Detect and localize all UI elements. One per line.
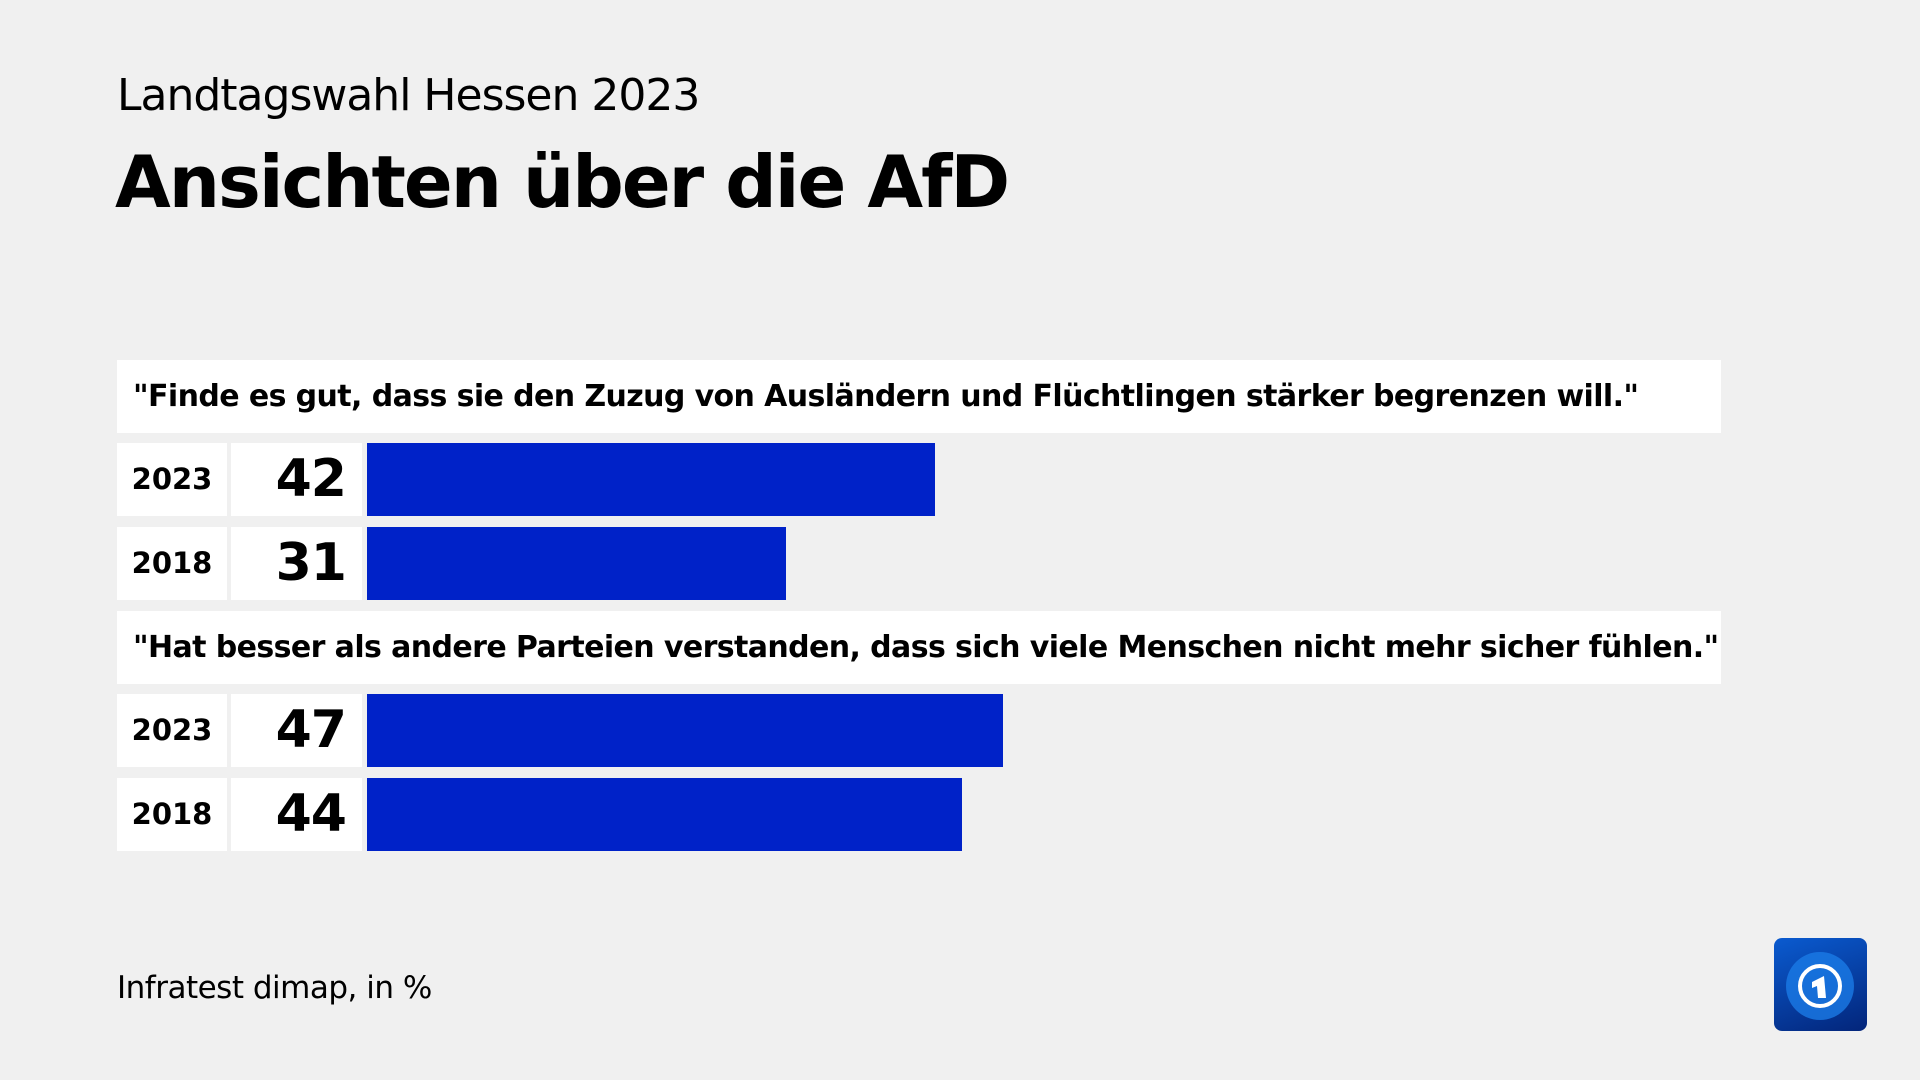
value-label: 47 [231, 694, 362, 767]
bar [367, 778, 963, 851]
value-label: 42 [231, 443, 362, 516]
question-label: "Finde es gut, dass sie den Zuzug von Au… [117, 360, 1721, 433]
year-label: 2023 [117, 443, 227, 516]
bar [367, 694, 1003, 767]
value-label: 31 [231, 527, 362, 600]
chart-subtitle: Landtagswahl Hessen 2023 [117, 70, 700, 121]
value-label: 44 [231, 778, 362, 851]
chart-title: Ansichten über die AfD [115, 140, 1010, 224]
tagesschau-logo-icon [1774, 938, 1867, 1031]
bar [367, 443, 936, 516]
year-label: 2018 [117, 778, 227, 851]
question-label: "Hat besser als andere Parteien verstand… [117, 611, 1721, 684]
bar [367, 527, 787, 600]
source-note: Infratest dimap, in % [117, 970, 432, 1006]
year-label: 2023 [117, 694, 227, 767]
year-label: 2018 [117, 527, 227, 600]
